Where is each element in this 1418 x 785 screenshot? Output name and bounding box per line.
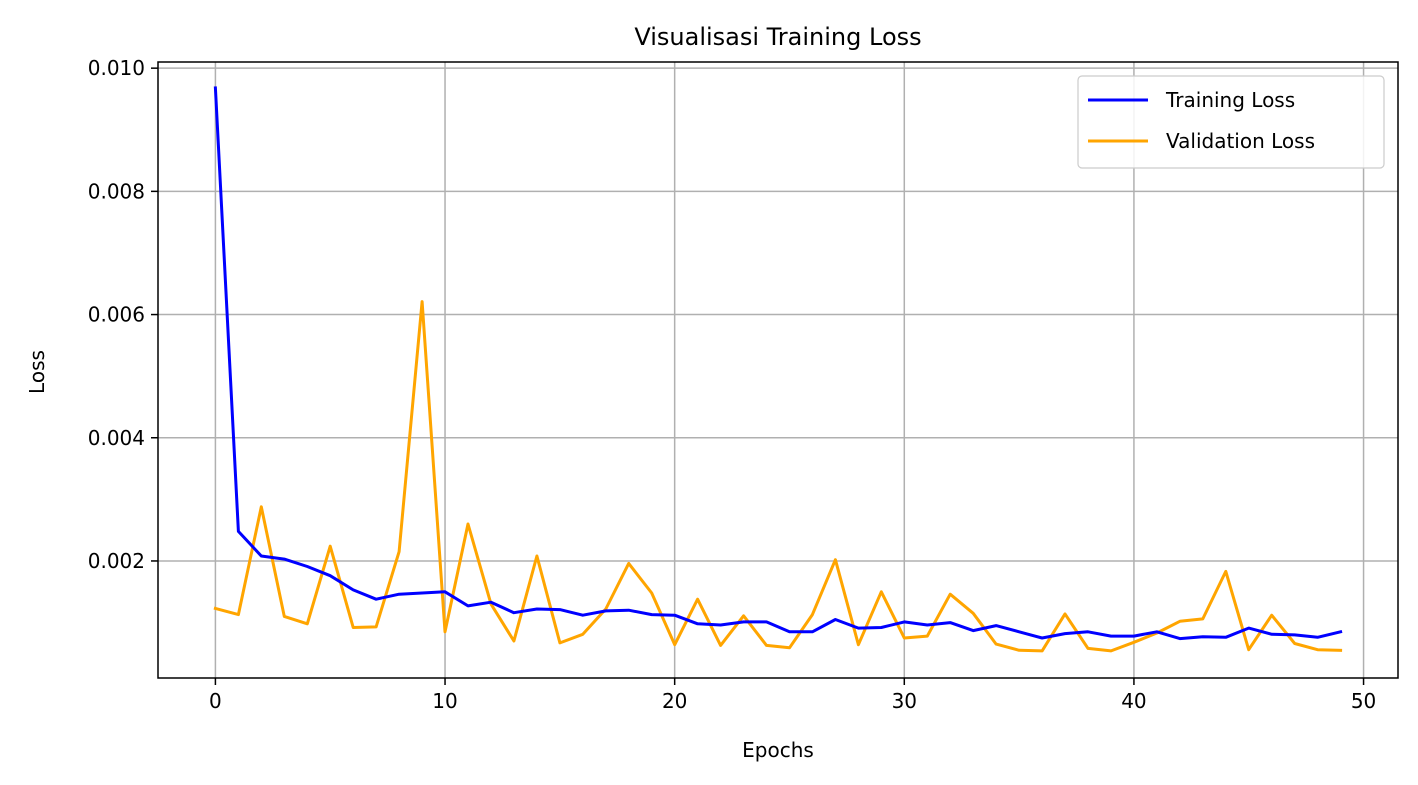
y-tick-label: 0.004 bbox=[88, 426, 145, 450]
legend-label-training: Training Loss bbox=[1165, 88, 1295, 112]
y-tick-label: 0.002 bbox=[88, 549, 145, 573]
grid bbox=[158, 62, 1398, 678]
x-tick-label: 20 bbox=[662, 689, 687, 713]
y-tick-label: 0.006 bbox=[88, 303, 145, 327]
x-tick-label: 30 bbox=[892, 689, 917, 713]
legend: Training Loss Validation Loss bbox=[1077, 75, 1385, 169]
plot-frame bbox=[157, 61, 1399, 679]
series-line-validation-loss bbox=[213, 300, 1343, 653]
x-tick-label: 10 bbox=[432, 689, 457, 713]
x-axis-title: Epochs bbox=[742, 738, 814, 762]
axis-ticks: 0 10 20 30 40 50 0.002 0.004 0.006 0.008 0.010 bbox=[88, 56, 1377, 713]
x-tick-label: 50 bbox=[1351, 689, 1376, 713]
legend-box bbox=[1077, 75, 1385, 169]
legend-label-validation: Validation Loss bbox=[1166, 129, 1315, 153]
y-axis-title: Loss bbox=[25, 350, 49, 394]
series-line-training-loss bbox=[213, 86, 1343, 641]
series-lines bbox=[213, 86, 1343, 653]
chart-title: Visualisasi Training Loss bbox=[634, 23, 921, 51]
x-tick-label: 40 bbox=[1121, 689, 1146, 713]
y-tick-label: 0.010 bbox=[88, 56, 145, 80]
y-tick-label: 0.008 bbox=[88, 179, 145, 203]
x-tick-label: 0 bbox=[209, 689, 222, 713]
